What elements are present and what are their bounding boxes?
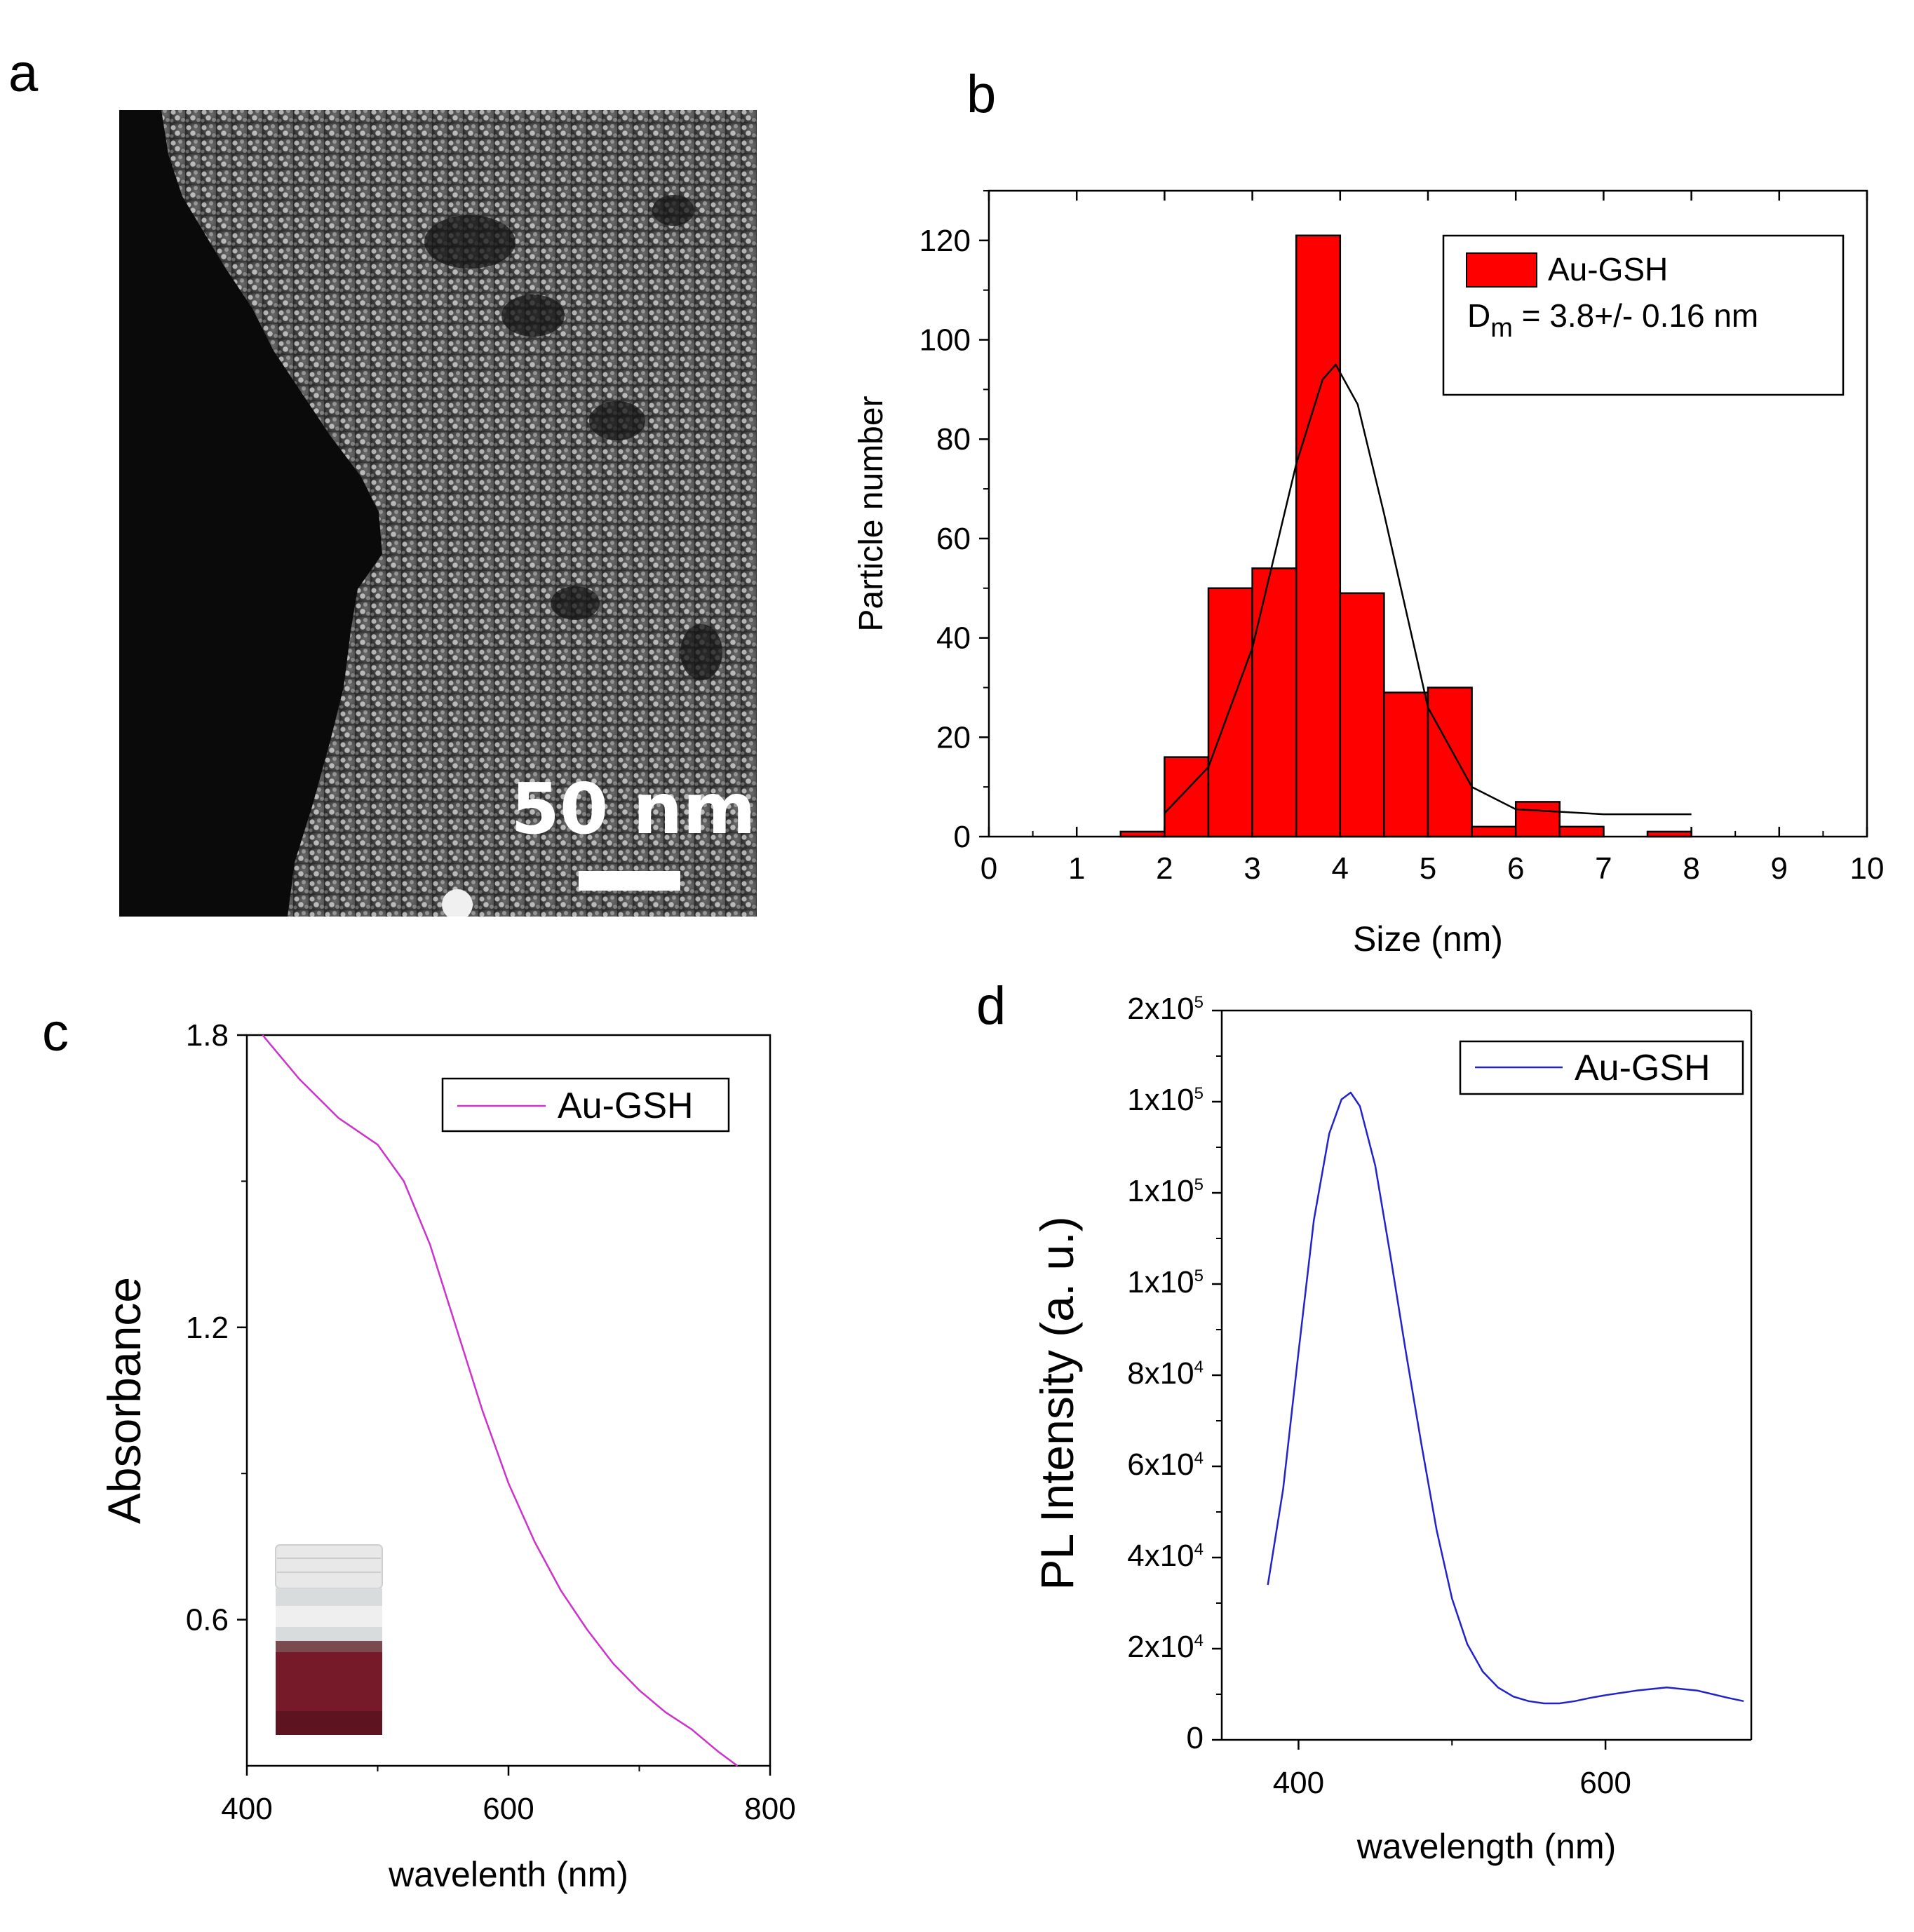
legend-label: Au-GSH	[1548, 251, 1668, 288]
y-tick-mantissa: 6x10	[1127, 1447, 1194, 1482]
y-tick-mantissa: 4x10	[1127, 1539, 1194, 1573]
histogram-bar	[1383, 691, 1429, 838]
x-tick-label: 10	[1850, 851, 1885, 886]
x-tick-label: 800	[744, 1792, 795, 1826]
y-tick-label: 4x104	[1127, 1539, 1204, 1573]
tem-image	[119, 110, 757, 917]
legend-note-subscript: m	[1490, 313, 1513, 343]
pl-line	[1267, 1091, 1744, 1705]
y-tick-label: 0.6	[186, 1603, 229, 1637]
legend-box	[441, 1077, 730, 1133]
y-tick-label: 80	[936, 422, 971, 457]
histogram-bar	[1558, 825, 1605, 838]
x-tick-label: 400	[221, 1792, 272, 1826]
x-axis-title: Size (nm)	[1353, 919, 1503, 959]
x-tick-label: 7	[1595, 851, 1612, 886]
tem-particle-region	[161, 110, 757, 917]
histogram-bar	[1164, 756, 1210, 838]
fit-curve	[1164, 363, 1692, 816]
y-tick-mantissa: 8x10	[1127, 1356, 1194, 1391]
panel-letter-c: c	[42, 1003, 69, 1062]
x-tick-label: 9	[1771, 851, 1788, 886]
y-tick-label: 20	[936, 720, 971, 755]
y-tick-label: 100	[919, 323, 971, 358]
x-axis-title: wavelenth (nm)	[388, 1855, 628, 1894]
x-tick-label: 600	[483, 1792, 534, 1826]
y-tick-label: 0	[1187, 1721, 1204, 1755]
x-tick-label: 2	[1156, 851, 1173, 886]
y-tick-mantissa: 2x10	[1127, 1630, 1194, 1664]
y-tick-exponent: 5	[1194, 1266, 1204, 1285]
panel-letter-d: d	[976, 976, 1006, 1036]
x-tick-label: 400	[1273, 1766, 1324, 1800]
y-tick-label: 60	[936, 522, 971, 556]
y-tick-mantissa: 0	[1187, 1721, 1204, 1755]
y-tick-label: 40	[936, 621, 971, 656]
legend-note: Dm = 3.8+/- 0.16 nm	[1467, 297, 1758, 343]
x-axis-title: wavelength (nm)	[1356, 1827, 1617, 1866]
y-axis-title: PL Intensity (a. u.)	[1031, 1216, 1083, 1590]
pl-intensity-chart: 400 60002x1044x1046x1048x1041x1051x1051x1…	[1031, 992, 1753, 1866]
y-tick-label: 0	[954, 820, 971, 854]
legend-swatch	[1466, 252, 1537, 288]
scale-bar-label: 50 nm	[511, 768, 755, 850]
y-tick-label: 1.2	[186, 1311, 229, 1345]
histogram-bar	[1514, 801, 1561, 838]
y-tick-mantissa: 1x10	[1127, 1174, 1194, 1208]
tem-bright-spot	[442, 889, 473, 917]
y-tick-mantissa: 1x10	[1127, 1265, 1194, 1299]
tem-dark-patches	[424, 195, 722, 680]
y-tick-exponent: 5	[1194, 1084, 1204, 1103]
y-tick-label: 6x104	[1127, 1447, 1204, 1482]
x-tick-label: 6	[1507, 851, 1524, 886]
panel-letter-a: a	[8, 43, 39, 103]
x-tick-label: 8	[1683, 851, 1699, 886]
panel-letter-b: b	[966, 65, 996, 124]
legend-note-symbol: D	[1467, 297, 1490, 334]
y-tick-exponent: 4	[1194, 1358, 1204, 1377]
y-tick-exponent: 4	[1194, 1540, 1204, 1559]
x-tick-label: 5	[1420, 851, 1436, 886]
histogram-bar	[1119, 830, 1166, 838]
y-tick-label: 1x105	[1127, 1265, 1204, 1299]
y-tick-label: 8x104	[1127, 1356, 1204, 1391]
histogram-bar	[1339, 592, 1385, 838]
y-axis-title: Particle number	[853, 396, 890, 631]
histogram-bar	[1251, 567, 1298, 838]
histogram-bar	[1295, 234, 1342, 838]
scale-bar	[579, 871, 680, 891]
y-tick-label: 1x105	[1127, 1083, 1204, 1117]
legend-label: Au-GSH	[1575, 1048, 1711, 1088]
histogram-bar	[1471, 825, 1517, 838]
y-tick-label: 120	[919, 224, 971, 258]
y-tick-label: 1.8	[186, 1018, 229, 1053]
x-tick-label: 4	[1332, 851, 1349, 886]
y-tick-exponent: 4	[1194, 1449, 1204, 1468]
y-tick-exponent: 4	[1194, 1631, 1204, 1650]
y-tick-label: 1x105	[1127, 1174, 1204, 1208]
y-tick-exponent: 5	[1194, 993, 1204, 1012]
histogram-bar	[1207, 587, 1253, 838]
absorbance-chart: 400 600 800 0.6 1.2 1.8 wavelenth (nm) Absorban…	[98, 1018, 796, 1894]
histogram-bar	[1427, 687, 1473, 838]
y-axis-title: Absorbance	[98, 1277, 150, 1524]
absorbance-line	[262, 1034, 739, 1767]
legend-label: Au-GSH	[558, 1086, 694, 1126]
y-tick-exponent: 5	[1194, 1175, 1204, 1194]
y-tick-label: 2x105	[1127, 992, 1204, 1026]
x-tick-label: 1	[1068, 851, 1085, 886]
x-tick-label: 3	[1244, 851, 1260, 886]
histogram-bar	[1646, 830, 1692, 838]
y-tick-label: 2x104	[1127, 1630, 1204, 1664]
y-tick-mantissa: 2x10	[1127, 992, 1194, 1026]
vial-photo	[275, 1544, 383, 1735]
legend-note-value: = 3.8+/- 0.16 nm	[1513, 297, 1758, 334]
x-tick-label: 600	[1579, 1766, 1631, 1800]
x-tick-label: 0	[980, 851, 997, 886]
y-tick-mantissa: 1x10	[1127, 1083, 1194, 1117]
